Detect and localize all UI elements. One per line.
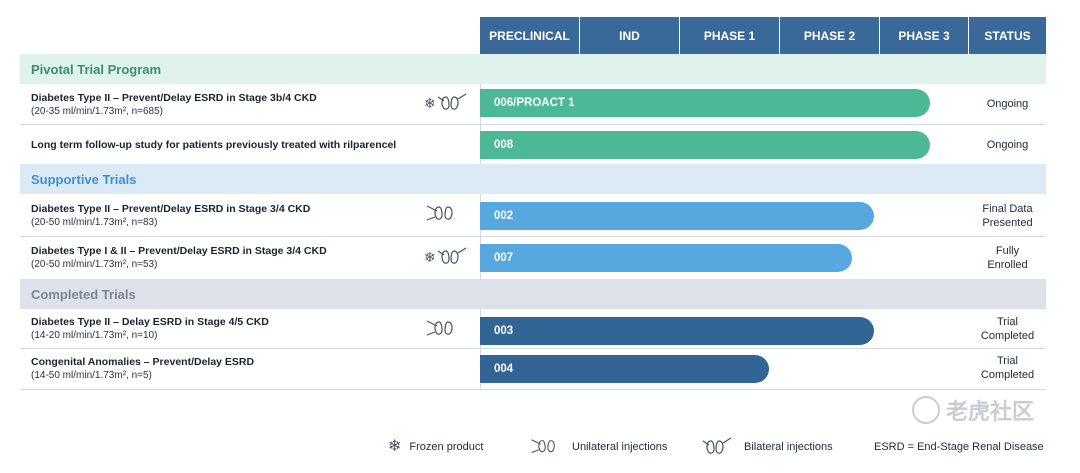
status-cell: Trial Completed — [980, 355, 1035, 381]
grid-line — [480, 309, 481, 389]
bilateral-injection-icon — [437, 93, 468, 113]
header-phase-2: PHASE 2 — [780, 17, 880, 54]
trial-subtitle: (14-50 ml/min/1.73m², n=5) — [31, 370, 152, 381]
legend-esrd: ESRD = End-Stage Renal Disease — [874, 441, 1044, 453]
trial-subtitle: (20-50 ml/min/1.73m², n=53) — [31, 259, 158, 270]
unilateral-injection-icon — [427, 318, 461, 340]
section-supportive: Supportive Trials — [20, 164, 1046, 194]
grid-line — [480, 194, 481, 279]
status-cell: Fully Enrolled — [987, 245, 1028, 271]
legend-unilateral: Unilateral injections — [530, 436, 667, 458]
trial-title: Diabetes Type II – Prevent/Delay ESRD in… — [31, 203, 311, 215]
section-completed: Completed Trials — [20, 279, 1046, 309]
legend-frozen: ❄ Frozen product — [388, 438, 484, 455]
header-phase-3: PHASE 3 — [880, 17, 969, 54]
trial-title: Diabetes Type II – Prevent/Delay ESRD in… — [31, 92, 317, 104]
trial-bar-006: 006/PROACT 1 — [480, 89, 930, 117]
status-cell: Trial Completed — [980, 316, 1035, 342]
trial-bar-002: 002 — [480, 202, 874, 230]
bilateral-injection-icon — [700, 437, 736, 457]
row-divider — [20, 124, 1046, 125]
header-phase-1: PHASE 1 — [680, 17, 780, 54]
bilateral-injection-icon — [437, 247, 468, 267]
trial-subtitle: (14-20 ml/min/1.73m², n=10) — [31, 330, 158, 341]
row-icons — [427, 203, 461, 225]
watermark: 老虎社区 — [912, 394, 1034, 426]
unilateral-injection-icon — [427, 203, 461, 225]
trial-title: Congenital Anomalies – Prevent/Delay ESR… — [31, 356, 255, 368]
legend-bilateral: Bilateral injections — [700, 436, 833, 458]
header-status: STATUS — [969, 17, 1046, 54]
row-icons: ❄ — [424, 93, 468, 113]
status-cell: Ongoing — [986, 98, 1029, 110]
snowflake-icon: ❄ — [424, 95, 436, 111]
row-icons: ❄ — [424, 247, 468, 267]
trial-subtitle: (20-35 ml/min/1.73m², n=685) — [31, 106, 164, 117]
trial-bar-003: 003 — [480, 317, 874, 345]
snowflake-icon: ❄ — [388, 438, 402, 455]
header-ind: IND — [580, 17, 680, 54]
status-cell: Ongoing — [986, 139, 1029, 151]
status-cell: Final Data Presented — [982, 203, 1033, 229]
trial-bar-008: 008 — [480, 131, 930, 159]
row-divider — [20, 348, 1046, 349]
row-divider — [20, 389, 1046, 390]
trial-title: Long term follow-up study for patients p… — [31, 139, 397, 151]
grid-line — [480, 84, 481, 164]
trial-bar-004: 004 — [480, 355, 769, 383]
trial-bar-007: 007 — [480, 244, 852, 272]
trial-title: Diabetes Type II – Delay ESRD in Stage 4… — [31, 316, 269, 328]
snowflake-icon: ❄ — [424, 249, 436, 265]
header-preclinical: PRECLINICAL — [480, 17, 580, 54]
section-pivotal: Pivotal Trial Program — [20, 54, 1046, 84]
row-icons — [427, 318, 461, 340]
row-divider — [20, 236, 1046, 237]
trial-subtitle: (20-50 ml/min/1.73m², n=83) — [31, 217, 158, 228]
unilateral-injection-icon — [530, 437, 564, 457]
watermark-logo-icon — [912, 396, 940, 424]
trial-title: Diabetes Type I & II – Prevent/Delay ESR… — [31, 245, 327, 257]
